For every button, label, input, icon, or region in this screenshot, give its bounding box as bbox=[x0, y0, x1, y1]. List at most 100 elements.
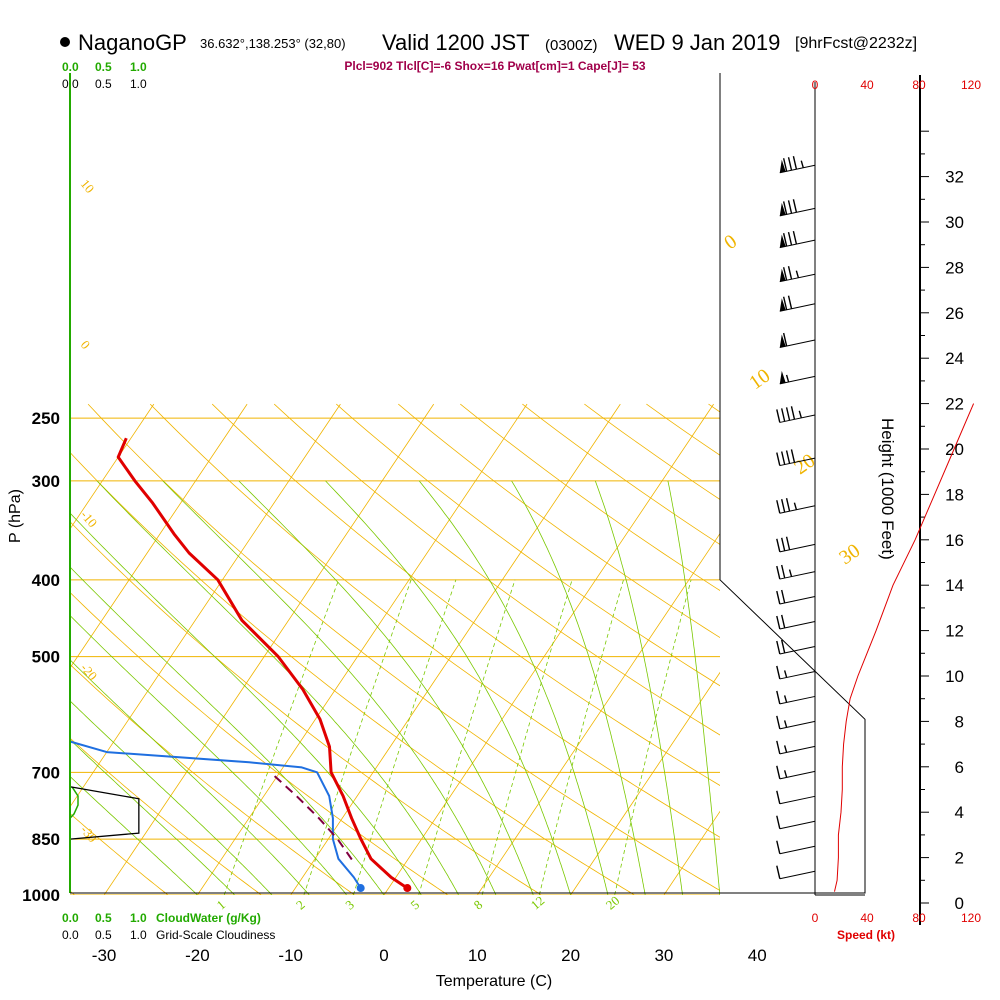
temperature-tick-label: 20 bbox=[561, 946, 580, 965]
wind-barb-pennant bbox=[779, 159, 786, 173]
speed-tick-bottom: 80 bbox=[912, 911, 926, 925]
wind-barb-flag bbox=[776, 740, 781, 755]
wind-barb-staff bbox=[779, 505, 816, 514]
cloud-scale-top: 0.0 0.5 1.0 0.0 0.5 1.0 bbox=[62, 60, 147, 91]
wind-barb bbox=[776, 497, 816, 514]
cloudiness-tick-top-2: 1.0 bbox=[130, 77, 147, 91]
wind-barb bbox=[776, 815, 816, 830]
wind-barb-staff bbox=[779, 820, 816, 830]
mixing-ratio-line bbox=[353, 579, 457, 895]
wind-barb-half-flag bbox=[795, 270, 800, 278]
wind-barb-staff bbox=[779, 596, 816, 605]
isotherm bbox=[290, 403, 621, 895]
isotherm bbox=[70, 403, 155, 530]
wind-barb-flag bbox=[780, 589, 786, 604]
moist-adiabat bbox=[667, 480, 720, 895]
wind-speed-trace bbox=[834, 403, 975, 892]
wind-barb-flag bbox=[787, 157, 793, 171]
moist-adiabat bbox=[162, 480, 497, 895]
cloud-water-tick-bottom-1: 0.5 bbox=[95, 911, 112, 925]
wind-barb-flag bbox=[776, 452, 781, 466]
moist-adiabat bbox=[70, 512, 422, 895]
speed-tick-bottom: 0 bbox=[812, 911, 819, 925]
wind-barb bbox=[776, 665, 816, 680]
isotherm bbox=[383, 403, 714, 895]
wind-barb-flag bbox=[776, 715, 781, 730]
wind-barb-flag bbox=[780, 614, 786, 629]
mixing-ratio-line bbox=[538, 579, 624, 895]
grid-lines bbox=[70, 403, 1000, 895]
height-tick-label: 28 bbox=[945, 258, 964, 277]
wind-barb-staff bbox=[779, 303, 816, 312]
moist-adiabat bbox=[70, 700, 273, 895]
station-coords: 36.632°,138.253° (32,80) bbox=[200, 36, 346, 51]
wind-barb-flag bbox=[776, 665, 781, 680]
wind-barb-pennant bbox=[779, 334, 786, 348]
wind-barb bbox=[776, 406, 816, 423]
surface-dewpoint-dot bbox=[356, 884, 365, 893]
wind-barb-half-flag bbox=[783, 720, 788, 728]
dewpoint-trace bbox=[69, 431, 362, 889]
moist-adiabat-label: 10 bbox=[745, 365, 774, 394]
dry-adiabat-label: -30 bbox=[78, 822, 101, 845]
mixing-ratio-label: 8 bbox=[471, 897, 486, 913]
wind-barb bbox=[776, 639, 816, 655]
cloudiness-tick-top-1: 0.5 bbox=[95, 77, 112, 91]
moist-adiabat bbox=[70, 739, 235, 895]
dry-adiabat bbox=[149, 403, 720, 838]
isotherm bbox=[70, 403, 341, 808]
mixing-ratio-label: 3 bbox=[342, 897, 357, 913]
dry-adiabat bbox=[70, 521, 542, 895]
wind-barb-flag bbox=[780, 537, 786, 551]
temperature-trace bbox=[116, 437, 409, 890]
wind-barb bbox=[776, 564, 816, 580]
moist-adiabat bbox=[731, 481, 757, 895]
mixing-ratio-line bbox=[614, 579, 692, 895]
wind-barb-flag bbox=[782, 332, 788, 347]
moist-adiabat bbox=[594, 480, 683, 895]
wind-barb-half-flag bbox=[798, 410, 802, 419]
wind-barb-half-flag bbox=[783, 745, 788, 753]
temperature-tick-label: 0 bbox=[379, 946, 388, 965]
cloud-water-trace bbox=[69, 786, 79, 819]
pressure-tick-label-250: 250 bbox=[32, 409, 60, 428]
wind-barb-flag bbox=[792, 156, 798, 170]
wind-barb bbox=[776, 614, 816, 630]
wind-barb-flag bbox=[790, 406, 796, 420]
wind-barb-flag bbox=[785, 407, 791, 421]
speed-tick-top: 40 bbox=[860, 78, 874, 92]
temperature-tick-label: 40 bbox=[748, 946, 767, 965]
wind-barb-flag bbox=[790, 449, 796, 463]
wind-barb-flag bbox=[780, 499, 786, 513]
wind-barb-flag bbox=[776, 865, 781, 879]
height-tick-label: 12 bbox=[945, 622, 964, 641]
dry-adiabat bbox=[70, 813, 169, 895]
wind-barb-staff bbox=[779, 770, 816, 780]
pressure-tick-label-850: 850 bbox=[32, 830, 60, 849]
moist-adiabat-label: 30 bbox=[835, 540, 864, 569]
forecast-info: [9hrFcst@2232z] bbox=[795, 35, 917, 52]
height-tick-label: 4 bbox=[955, 803, 964, 822]
wind-barb-flag bbox=[782, 296, 788, 310]
wind-barb-flag bbox=[787, 200, 793, 214]
dry-adiabat-label: -20 bbox=[78, 660, 101, 683]
station-name: NaganoGP bbox=[78, 30, 187, 55]
wind-barb-flag bbox=[785, 497, 791, 512]
dry-adiabat-label: -10 bbox=[78, 507, 101, 530]
x-axis-label: Temperature (C) bbox=[436, 973, 552, 990]
wind-barb-half-flag bbox=[793, 502, 798, 510]
y-axis-label: P (hPa) bbox=[7, 489, 24, 543]
cloud-panel bbox=[69, 786, 140, 840]
wind-barb-staff bbox=[779, 745, 816, 755]
wind-barb bbox=[776, 790, 816, 805]
wind-barb-flag bbox=[780, 564, 786, 579]
wind-barb-flag bbox=[785, 450, 791, 464]
height-tick-label: 26 bbox=[945, 304, 964, 323]
wind-barb-flag bbox=[785, 536, 791, 550]
cloud-scale-bottom: 0.0 0.5 1.0 CloudWater (g/Kg) 0.0 0.5 1.… bbox=[62, 911, 275, 942]
dry-adiabat bbox=[460, 403, 720, 592]
wind-barb-half-flag bbox=[783, 670, 788, 678]
isotherm bbox=[851, 404, 1000, 895]
